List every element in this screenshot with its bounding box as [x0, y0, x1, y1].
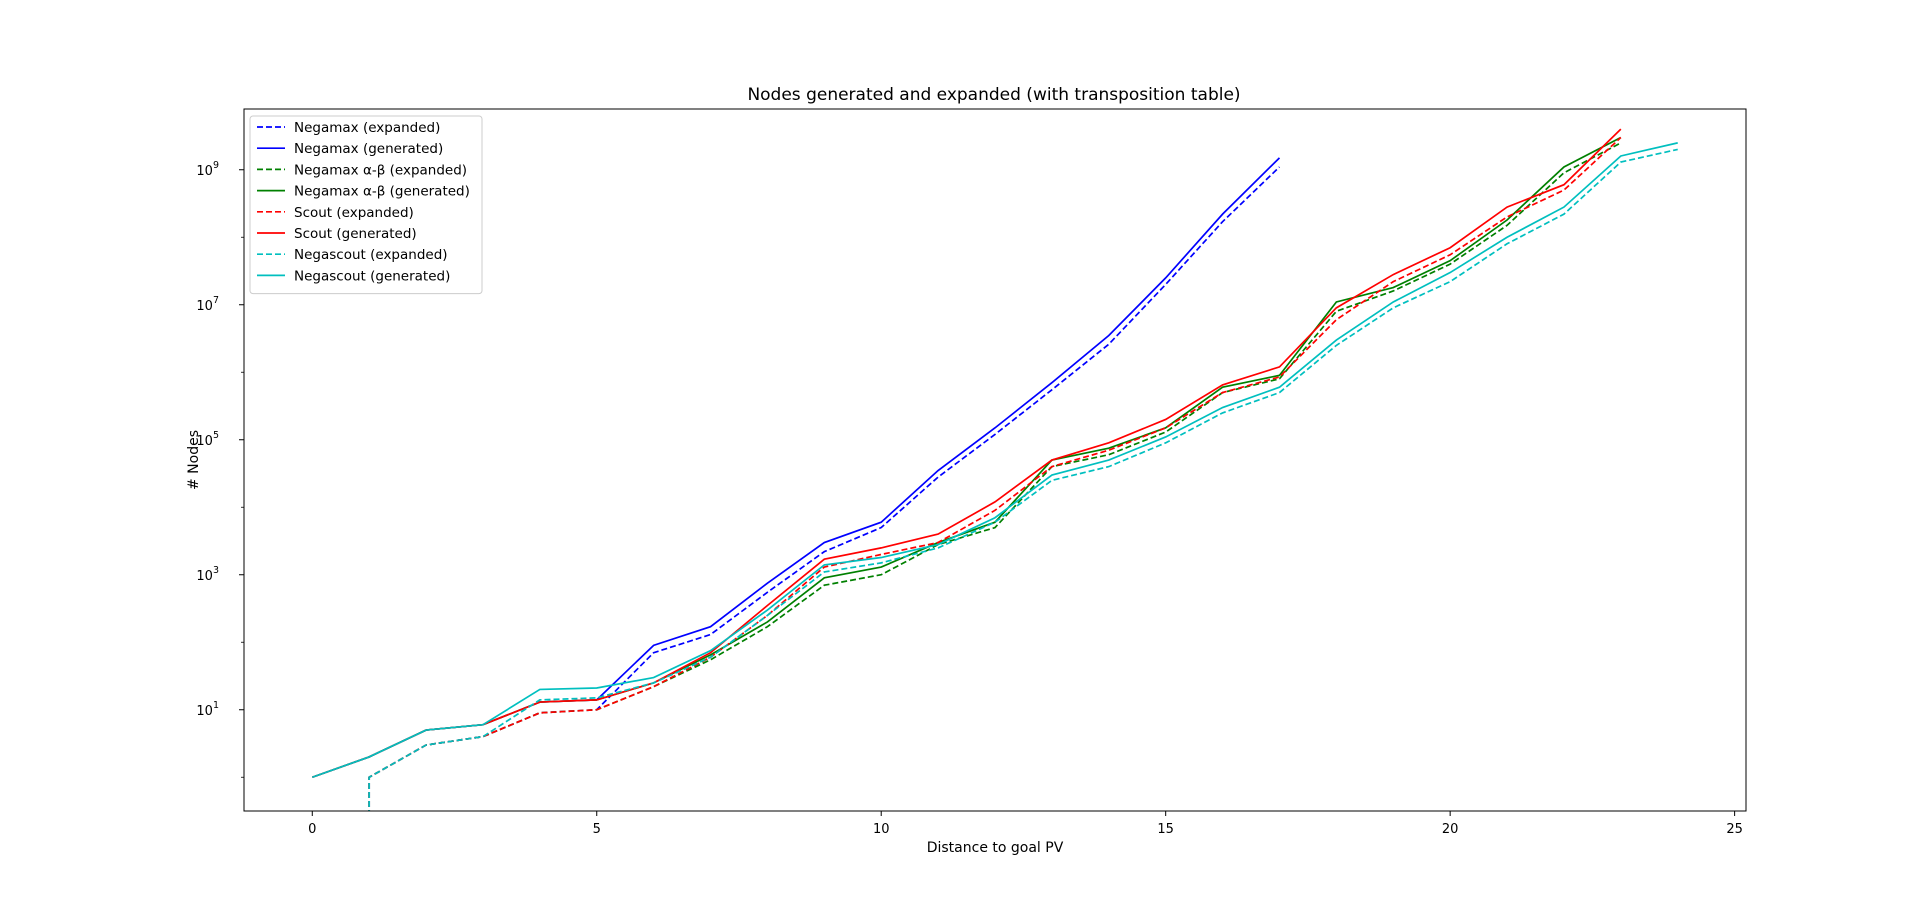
legend-box: [249, 115, 483, 295]
chart-title: Nodes generated and expanded (with trans…: [747, 85, 1240, 105]
x-tick-label-3: 15: [1157, 822, 1174, 837]
series-line-6: [368, 148, 1678, 811]
series-line-4: [368, 136, 1622, 811]
legend-label-5: Scout (generated): [294, 226, 417, 242]
x-axis-label: Distance to goal PV: [927, 840, 1064, 856]
x-axis: 0 5 10 15 20 25: [308, 811, 1743, 837]
plot-frame: [243, 108, 1747, 812]
legend-label-1: Negamax (generated): [294, 141, 443, 157]
series-line-0: [368, 166, 1281, 811]
legend: Negamax (expanded) Negamax (generated) Neg…: [249, 115, 483, 295]
plot-area: [243, 108, 1747, 812]
legend-label-2: Negamax α-β (expanded): [294, 162, 467, 178]
x-tick-label-4: 20: [1442, 822, 1459, 837]
legend-label-6: Negascout (expanded): [294, 247, 448, 263]
x-tick-label-5: 25: [1726, 822, 1743, 837]
series-line-7: [311, 142, 1678, 779]
x-tick-label-1: 5: [593, 822, 601, 837]
x-tick-label-0: 0: [308, 822, 316, 837]
legend-label-7: Negascout (generated): [294, 268, 450, 284]
legend-label-3: Negamax α-β (generated): [294, 184, 470, 200]
x-tick-label-2: 10: [873, 822, 890, 837]
series-group: [311, 128, 1678, 811]
legend-label-0: Negamax (expanded): [294, 120, 440, 136]
legend-label-4: Scout (expanded): [294, 205, 414, 221]
y-axis-label: # Nodes: [186, 430, 202, 490]
